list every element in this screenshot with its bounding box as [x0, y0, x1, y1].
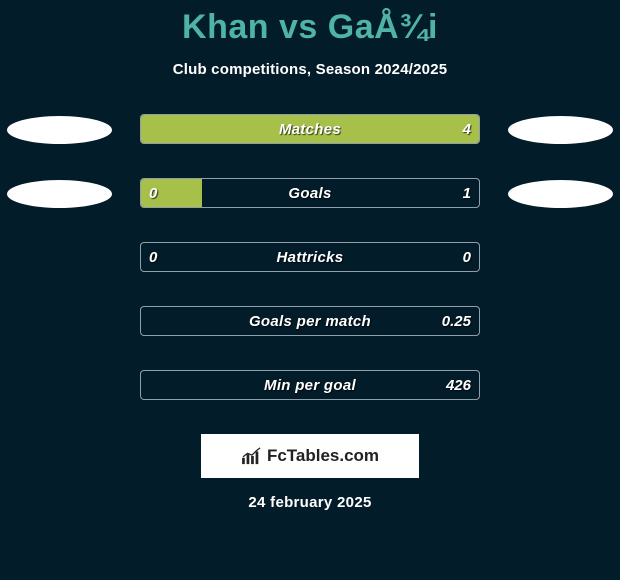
logo-text: FcTables.com	[267, 446, 379, 466]
logo: FcTables.com	[241, 446, 379, 466]
stat-bar: 4Matches	[140, 114, 480, 144]
player-left-marker	[7, 180, 112, 208]
stat-label: Matches	[141, 115, 479, 143]
page-title: Khan vs GaÅ¾i	[0, 0, 620, 47]
stat-label: Hattricks	[141, 243, 479, 271]
stat-row: 01Goals	[0, 178, 620, 224]
stat-label: Min per goal	[141, 371, 479, 399]
stat-row: 00Hattricks	[0, 242, 620, 288]
subtitle: Club competitions, Season 2024/2025	[0, 61, 620, 78]
stat-row: 426Min per goal	[0, 370, 620, 416]
stat-bar: 01Goals	[140, 178, 480, 208]
player-left-marker	[7, 116, 112, 144]
stats-container: 4Matches 01Goals 00Hattricks 0.25Goals per …	[0, 114, 620, 416]
stat-bar: 0.25Goals per match	[140, 306, 480, 336]
chart-icon	[241, 447, 263, 465]
player-right-marker	[508, 180, 613, 208]
logo-block: FcTables.com	[201, 434, 419, 478]
stat-label: Goals	[141, 179, 479, 207]
stat-row: 0.25Goals per match	[0, 306, 620, 352]
stat-bar: 426Min per goal	[140, 370, 480, 400]
stat-label: Goals per match	[141, 307, 479, 335]
stat-bar: 00Hattricks	[140, 242, 480, 272]
player-right-marker	[508, 116, 613, 144]
stat-row: 4Matches	[0, 114, 620, 160]
date-text: 24 february 2025	[0, 494, 620, 511]
